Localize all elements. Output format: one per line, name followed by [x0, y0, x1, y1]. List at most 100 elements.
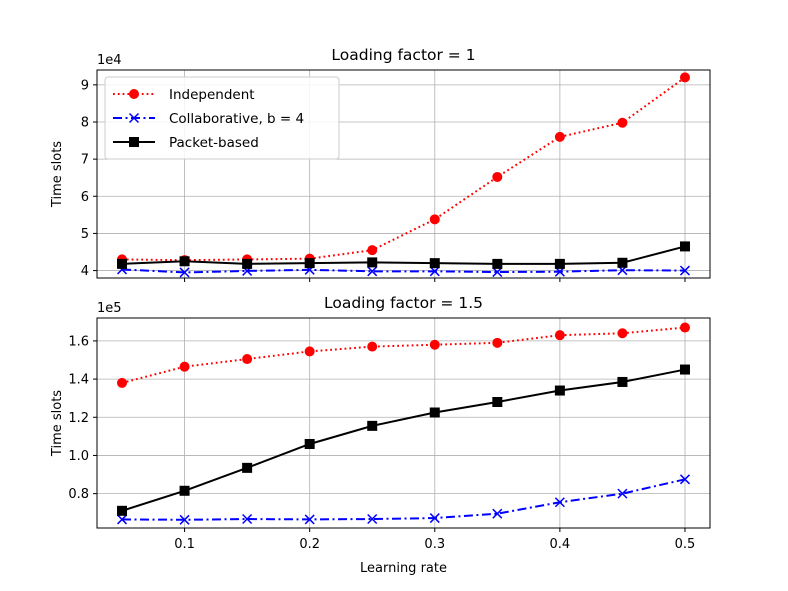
y-tick-label: 6	[81, 190, 89, 205]
x-marker-stroke	[304, 514, 315, 525]
data-point	[617, 328, 628, 339]
data-point	[679, 265, 691, 276]
axes-frame	[96, 69, 711, 279]
data-point	[617, 257, 628, 268]
axes-frame	[96, 317, 711, 529]
data-point	[242, 354, 253, 365]
y-tick-label: 8	[81, 116, 89, 131]
data-point	[679, 364, 690, 375]
data-point	[679, 72, 690, 83]
data-point	[304, 439, 315, 449]
x-marker-stroke	[179, 514, 190, 525]
x-marker-stroke	[429, 513, 440, 524]
data-point	[117, 505, 128, 516]
data-point	[554, 131, 565, 142]
data-point	[617, 376, 628, 387]
chart-title: Loading factor = 1.5	[324, 294, 483, 312]
data-point	[492, 397, 503, 407]
x-marker-stroke	[492, 508, 503, 519]
y-tick-label: 4	[81, 264, 89, 279]
x-marker-stroke	[492, 267, 503, 278]
data-point	[367, 420, 378, 431]
data-point	[554, 497, 565, 508]
data-point	[367, 257, 378, 268]
x-marker-stroke	[367, 513, 378, 525]
y-tick-label: 1.0	[68, 449, 89, 464]
data-point	[492, 508, 503, 519]
data-point	[492, 171, 503, 182]
data-point	[179, 361, 190, 372]
x-tick-label: 0.4	[550, 537, 571, 552]
data-point	[117, 258, 128, 269]
data-point	[429, 513, 440, 524]
y-axis-label: Time slots	[50, 390, 65, 457]
series-line-dotted	[121, 326, 686, 384]
x-marker-stroke	[179, 267, 190, 278]
y-tick-label: 5	[81, 227, 89, 242]
data-point	[617, 117, 628, 128]
legend-marker	[128, 112, 140, 124]
data-point	[429, 407, 440, 418]
x-marker-stroke	[617, 488, 628, 499]
data-point	[429, 258, 440, 269]
data-point	[492, 258, 503, 269]
data-point	[554, 385, 565, 396]
data-point	[367, 245, 378, 256]
legend-label: Packet-based	[169, 135, 259, 151]
data-point	[492, 337, 503, 348]
data-point	[367, 513, 378, 525]
data-point	[179, 485, 190, 496]
x-marker-stroke	[242, 513, 253, 525]
x-marker-stroke	[429, 266, 440, 277]
y-axis-label: Time slots	[50, 141, 65, 208]
legend: Independent Collaborative, b = 4 Packet-ba…	[104, 76, 340, 160]
y-offset-label: 1e5	[97, 301, 122, 316]
legend-marker	[129, 137, 139, 147]
data-point	[242, 462, 253, 473]
series-line-solid	[121, 245, 686, 265]
data-point	[429, 214, 440, 225]
chart-panel-1: 4 5 6 7 8 9 1e4 Loading factor = 1 Time slots Ind…	[50, 46, 711, 282]
data-point	[304, 258, 315, 269]
series-line-dashdot	[121, 268, 685, 274]
data-point	[179, 256, 190, 267]
x-tick-label: 0.5	[675, 537, 696, 552]
data-point	[304, 514, 315, 525]
data-point	[679, 474, 691, 485]
data-point	[554, 258, 565, 269]
data-point	[179, 514, 190, 525]
data-point	[242, 258, 253, 269]
data-point	[304, 346, 315, 357]
x-axis-label: Learning rate	[360, 561, 447, 576]
data-point	[679, 322, 690, 333]
x-tick-label: 0.2	[299, 537, 320, 552]
x-marker-stroke	[367, 266, 378, 277]
data-point	[179, 267, 190, 278]
y-tick-label: 7	[81, 153, 89, 168]
x-tick-label: 0.3	[424, 537, 445, 552]
data-point	[429, 339, 440, 350]
x-marker-stroke	[116, 514, 128, 525]
data-point	[429, 266, 440, 277]
chart-title: Loading factor = 1	[331, 46, 475, 64]
legend-marker	[129, 89, 139, 99]
y-tick-label: 1.2	[68, 411, 89, 426]
data-point	[242, 513, 253, 525]
x-marker-stroke	[554, 497, 565, 508]
data-point	[617, 488, 628, 499]
x-marker-stroke	[679, 474, 691, 485]
data-point	[367, 341, 378, 352]
y-offset-label: 1e4	[97, 53, 122, 68]
legend-box	[104, 76, 340, 160]
x-tick-label: 0.1	[174, 537, 195, 552]
chart-panel-2: 0.1 0.2 0.3 0.4 0.5 0.8 1.0 1.2 1.4 1.6 1e5 Loading…	[50, 294, 711, 576]
data-point	[492, 267, 503, 278]
y-tick-label: 0.8	[68, 487, 89, 502]
data-point	[679, 241, 690, 252]
data-point	[117, 377, 128, 388]
x-marker-stroke	[679, 265, 691, 276]
series-line-solid	[121, 368, 686, 512]
y-tick-label: 1.6	[68, 334, 89, 349]
y-tick-label: 9	[81, 78, 89, 93]
